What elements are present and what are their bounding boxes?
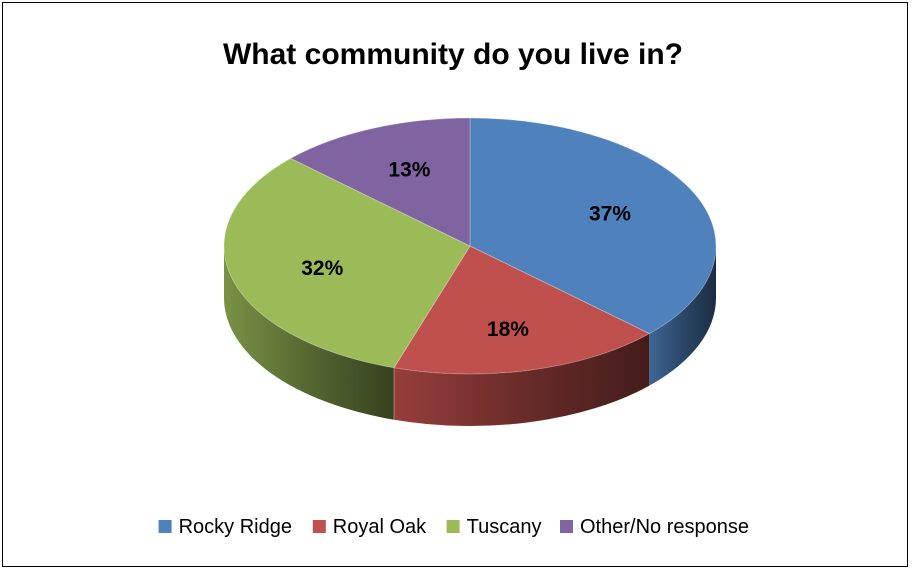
legend-item-royal-oak: Royal Oak bbox=[312, 516, 427, 538]
pie-chart: What community do you live in? 37% 18% 32%… bbox=[158, 38, 749, 538]
legend-swatch bbox=[312, 520, 326, 533]
pie-sides bbox=[224, 246, 716, 426]
legend-label: Royal Oak bbox=[333, 516, 427, 538]
data-label-rocky-ridge: 37% bbox=[589, 202, 631, 225]
pie-tops bbox=[223, 117, 717, 375]
pie-slice-other-no-response bbox=[289, 117, 471, 247]
data-label-tuscany: 32% bbox=[301, 257, 343, 280]
pie-side-rocky-ridge bbox=[649, 246, 716, 386]
legend-item-other-no-response: Other/No response bbox=[560, 516, 749, 538]
data-label-other-no-response: 13% bbox=[388, 158, 430, 181]
pie-data-labels: 37% 18% 32% 13% bbox=[301, 158, 631, 340]
pie-side-tuscany bbox=[224, 246, 394, 420]
chart-title: What community do you live in? bbox=[223, 38, 683, 71]
legend: Rocky Ridge Royal Oak Tuscany Other/No resp… bbox=[158, 516, 749, 538]
legend-label: Tuscany bbox=[467, 516, 542, 538]
pie-slice-rocky-ridge bbox=[469, 117, 717, 335]
legend-label: Rocky Ridge bbox=[179, 516, 292, 538]
pie-slice-tuscany bbox=[223, 157, 471, 369]
legend-item-tuscany: Tuscany bbox=[446, 516, 542, 538]
legend-item-rocky-ridge: Rocky Ridge bbox=[158, 516, 292, 538]
legend-label: Other/No response bbox=[580, 516, 749, 538]
legend-swatch bbox=[158, 520, 172, 533]
data-label-royal-oak: 18% bbox=[487, 318, 529, 341]
pie-side-royal-oak bbox=[393, 333, 650, 426]
pie-slice-royal-oak bbox=[393, 245, 651, 375]
legend-swatch bbox=[446, 520, 460, 533]
legend-swatch bbox=[560, 520, 573, 533]
